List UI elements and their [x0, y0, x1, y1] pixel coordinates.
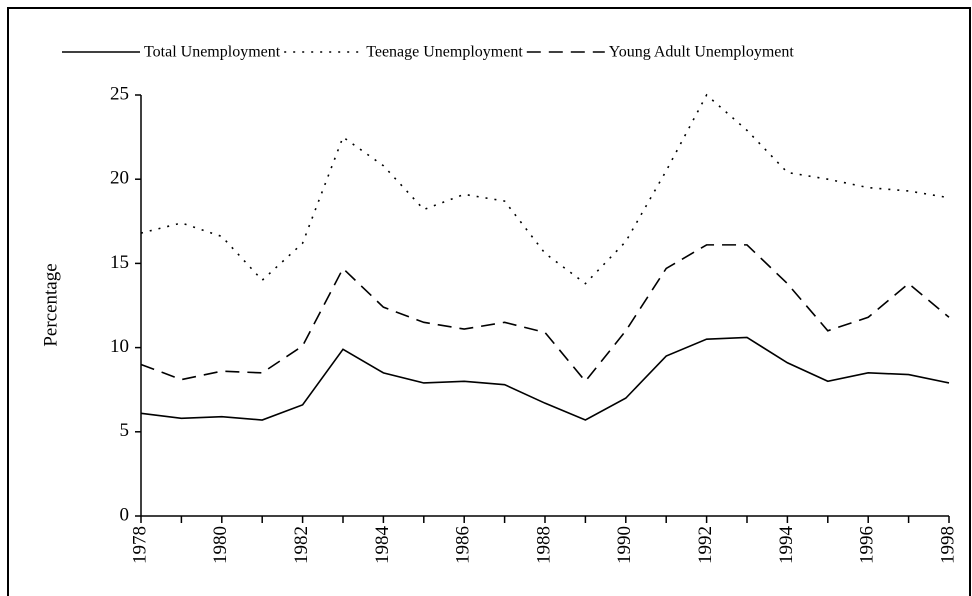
- x-tick-label: 1978: [129, 526, 150, 564]
- y-tick-label: 15: [110, 252, 129, 273]
- x-tick-label: 1994: [776, 526, 797, 565]
- x-tick-label: 1982: [291, 526, 312, 564]
- series-line: [140, 336, 950, 421]
- y-tick-label: 20: [110, 168, 129, 189]
- series-line: [140, 244, 950, 383]
- x-tick-label: 1984: [372, 526, 393, 565]
- x-tick-label: 1996: [857, 526, 878, 564]
- legend-label: Young Adult Unemployment: [609, 44, 795, 61]
- x-tick-label: 1986: [453, 526, 474, 564]
- x-tick-label: 1980: [210, 526, 231, 564]
- x-tick-label: 1990: [614, 526, 635, 564]
- x-tick-label: 1998: [937, 526, 958, 564]
- y-axis-label: Percentage: [40, 263, 61, 346]
- y-tick-label: 0: [120, 504, 130, 525]
- y-tick-label: 25: [110, 83, 129, 104]
- y-tick-label: 10: [110, 336, 129, 357]
- x-tick-label: 1992: [695, 526, 716, 564]
- legend-label: Teenage Unemployment: [366, 44, 523, 61]
- frame: [7, 7, 971, 596]
- series-line: [140, 93, 950, 285]
- legend-label: Total Unemployment: [144, 44, 281, 61]
- y-tick-label: 5: [120, 420, 130, 441]
- x-tick-label: 1988: [533, 526, 554, 564]
